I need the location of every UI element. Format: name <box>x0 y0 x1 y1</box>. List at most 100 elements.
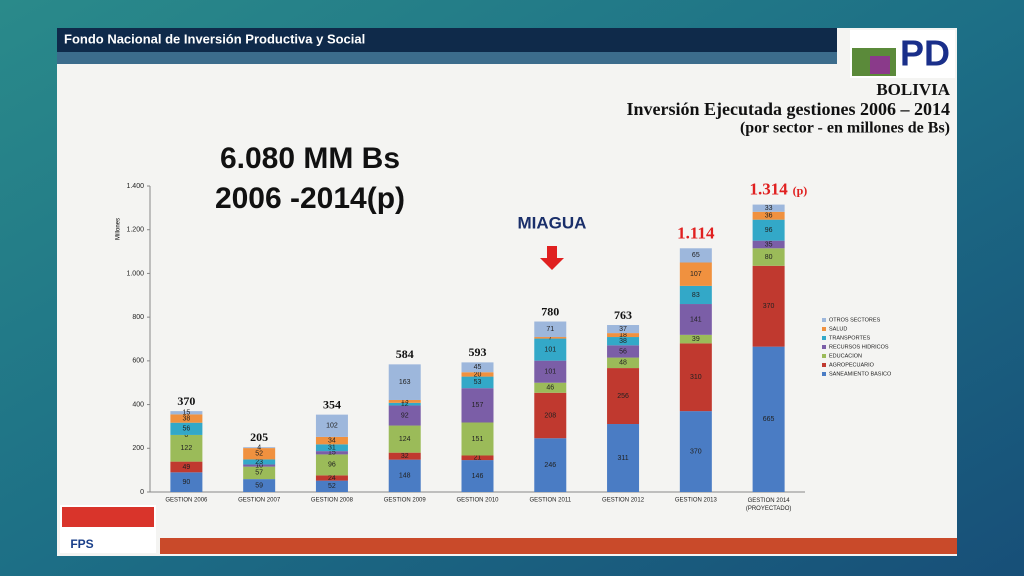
x-tick-label: GESTION 2013 <box>675 498 718 504</box>
data-label: 146 <box>472 473 484 480</box>
data-label: 122 <box>181 445 193 452</box>
x-tick-label: GESTION 2010 <box>456 498 499 504</box>
bar-segment <box>388 402 421 406</box>
bar-segment <box>388 405 421 426</box>
x-tick-label: GESTION 2008 <box>311 498 354 504</box>
bar-segment <box>315 480 348 492</box>
total-label: 1.114 <box>677 223 715 242</box>
heading: Inversión Ejecutada gestiones 2006 – 201… <box>627 99 951 119</box>
legend-swatch <box>822 318 826 322</box>
footer-logo: FPS <box>70 537 93 551</box>
total-label: 205 <box>250 430 268 444</box>
data-label: 36 <box>765 213 773 220</box>
bar-segment <box>752 211 785 220</box>
legend-swatch <box>822 345 826 349</box>
bar-segment <box>752 240 785 249</box>
y-tick-label: 1.000 <box>126 270 144 277</box>
bar-segment <box>461 455 494 461</box>
data-label: 124 <box>399 436 411 443</box>
data-label: 31 <box>328 445 336 452</box>
legend-label: EDUCACION <box>829 353 862 359</box>
bar-segment <box>752 219 785 241</box>
bar-segment <box>170 472 203 492</box>
bar-segment <box>170 461 203 473</box>
total-label: 354 <box>323 397 341 411</box>
data-label: 24 <box>328 475 336 482</box>
data-label: 59 <box>255 482 263 489</box>
y-tick-label: 400 <box>132 401 144 408</box>
bar-segment <box>388 459 421 492</box>
x-tick-label: GESTION 2011 <box>529 498 571 504</box>
data-label: 34 <box>328 437 336 444</box>
data-label: 92 <box>401 412 409 419</box>
bar-segment <box>607 345 640 358</box>
bar-segment <box>243 464 276 467</box>
data-label: 665 <box>763 416 775 423</box>
bar-segment <box>752 265 785 347</box>
bar-segment <box>315 451 348 455</box>
data-label: 370 <box>690 448 702 455</box>
data-label: 38 <box>619 338 627 345</box>
legend-swatch <box>822 354 826 358</box>
bar-segment <box>534 321 567 338</box>
projected-mark: (p) <box>793 184 808 198</box>
legend-swatch <box>822 336 826 340</box>
footer-flag <box>62 507 154 527</box>
data-label: 37 <box>619 326 627 333</box>
data-label: 151 <box>472 436 484 443</box>
bar-segment <box>607 368 640 425</box>
header-stripe <box>57 52 837 64</box>
bar-segment <box>243 448 276 460</box>
data-label: 57 <box>255 470 263 477</box>
bar-segment <box>752 248 785 266</box>
bar-segment <box>534 438 567 492</box>
data-label: 0 <box>184 432 188 439</box>
bar-segment <box>315 444 348 452</box>
bar-segment <box>315 414 348 437</box>
data-label: 208 <box>544 412 556 419</box>
legend-label: OTROS SECTORES <box>829 317 881 323</box>
legend-label: TRANSPORTES <box>829 335 870 341</box>
bar-segment <box>607 357 640 369</box>
bar-segment <box>243 459 276 465</box>
bar-segment <box>679 285 712 305</box>
bar-segment <box>752 346 785 492</box>
bar-segment <box>534 337 567 339</box>
callout-arrow <box>540 246 564 270</box>
total-label: 1.314 <box>749 180 788 199</box>
data-label: 71 <box>546 326 554 333</box>
data-label: 20 <box>474 371 482 378</box>
subheading: (por sector - en millones de Bs) <box>740 120 950 137</box>
bar-segment <box>534 360 567 383</box>
data-label: 21 <box>474 455 482 462</box>
total-label: 370 <box>177 394 195 408</box>
bar-segment <box>607 337 640 346</box>
data-label: 163 <box>399 379 411 386</box>
bar-segment <box>534 382 567 393</box>
data-label: 32 <box>401 453 409 460</box>
data-label: 370 <box>763 303 775 310</box>
data-label: 96 <box>765 227 773 234</box>
total-label: 584 <box>396 347 414 361</box>
callout: MIAGUA <box>518 213 587 232</box>
x-tick-label: GESTION 2006 <box>165 498 208 504</box>
bar-segment <box>243 447 276 449</box>
bar-segment <box>388 452 421 460</box>
x-tick-label: GESTION 2012 <box>602 498 645 504</box>
data-label: 311 <box>617 455 628 462</box>
bar-segment <box>679 343 712 412</box>
bar-segment <box>679 262 712 286</box>
data-label: 46 <box>546 385 554 392</box>
data-label: 157 <box>472 402 484 409</box>
data-label: 56 <box>182 426 190 433</box>
big-total: 6.080 MM Bs <box>220 142 400 175</box>
y-tick-label: 1.400 <box>126 183 144 190</box>
y-tick-label: 0 <box>140 489 144 496</box>
data-label: 39 <box>692 336 700 343</box>
data-label: 90 <box>182 479 190 486</box>
data-label: 56 <box>619 348 627 355</box>
bar-segment <box>315 436 348 445</box>
data-label: 18 <box>619 332 627 339</box>
data-label: 101 <box>544 369 556 376</box>
